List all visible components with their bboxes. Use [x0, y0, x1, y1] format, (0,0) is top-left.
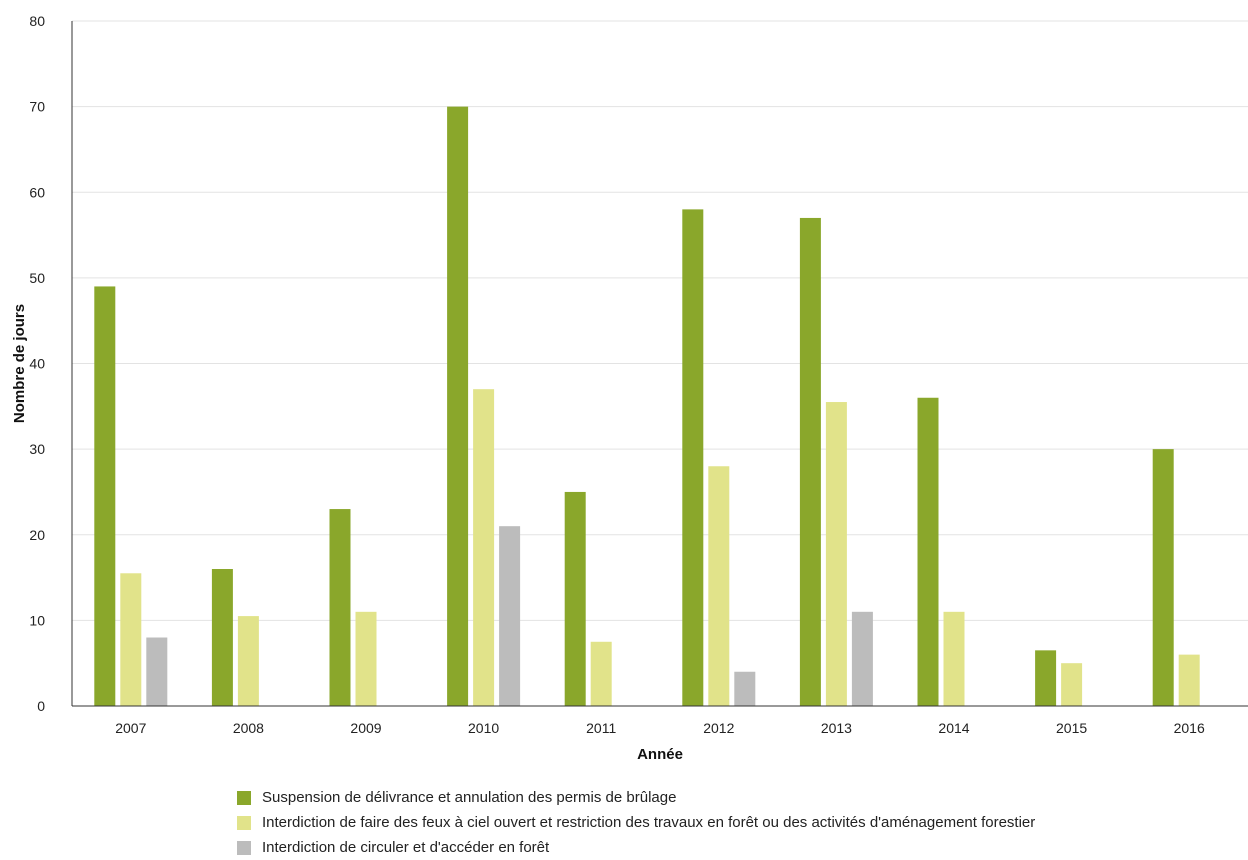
y-tick-label: 70 [29, 99, 45, 115]
bar [499, 526, 521, 706]
legend-label-interdiction-circuler: Interdiction de circuler et d'accéder en… [262, 839, 550, 856]
y-tick-labels: 0 10 20 30 40 50 60 70 80 [29, 13, 45, 714]
legend: Suspension de délivrance et annulation d… [237, 785, 1035, 860]
bar [708, 466, 730, 706]
bar [799, 217, 821, 706]
bar [682, 209, 704, 706]
y-tick-label: 10 [29, 612, 45, 628]
x-tick-label: 2011 [586, 720, 616, 736]
bar [473, 389, 495, 706]
legend-label-suspension: Suspension de délivrance et annulation d… [262, 789, 677, 806]
bar [1061, 663, 1083, 706]
y-tick-label: 80 [29, 13, 45, 29]
bar [237, 616, 259, 706]
x-tick-label: 2008 [233, 720, 264, 736]
x-tick-label: 2014 [938, 720, 969, 736]
legend-item-interdiction-circuler: Interdiction de circuler et d'accéder en… [237, 835, 1035, 860]
bar [917, 397, 939, 706]
y-tick-label: 20 [29, 527, 45, 543]
bar [943, 611, 965, 706]
bar [329, 509, 351, 706]
axes [71, 21, 1248, 707]
x-axis-title: Année [637, 746, 683, 763]
bar [94, 286, 116, 706]
bar [447, 106, 469, 706]
x-tick-label: 2013 [821, 720, 852, 736]
y-axis-title: Nombre de jours [11, 304, 28, 423]
x-tick-labels: 2007 2008 2009 2010 2011 2012 2013 2014 2015 2016 [115, 720, 1205, 736]
bar [851, 611, 873, 706]
bars [94, 106, 1200, 706]
bar [825, 402, 847, 706]
bar [1178, 654, 1200, 706]
y-tick-label: 30 [29, 441, 45, 457]
x-tick-label: 2010 [468, 720, 499, 736]
x-tick-label: 2009 [350, 720, 381, 736]
bar [211, 569, 233, 706]
x-tick-label: 2016 [1174, 720, 1205, 736]
legend-swatch-interdiction-circuler [237, 840, 251, 855]
legend-label-interdiction-feux: Interdiction de faire des feux à ciel ou… [262, 814, 1036, 831]
y-tick-label: 50 [29, 270, 45, 286]
gridlines [72, 20, 1248, 621]
bar [734, 671, 756, 706]
y-tick-label: 40 [29, 356, 45, 372]
legend-item-suspension: Suspension de délivrance et annulation d… [237, 785, 1035, 810]
bar [120, 573, 142, 706]
legend-swatch-interdiction-feux [237, 815, 251, 830]
legend-swatch-suspension [237, 790, 251, 805]
y-tick-label: 60 [29, 184, 45, 200]
x-tick-label: 2012 [703, 720, 734, 736]
x-tick-label: 2007 [115, 720, 146, 736]
bar [564, 491, 586, 706]
legend-item-interdiction-feux: Interdiction de faire des feux à ciel ou… [237, 810, 1035, 835]
bar [1035, 650, 1057, 706]
x-tick-label: 2015 [1056, 720, 1087, 736]
bar [590, 641, 612, 706]
y-tick-label: 0 [37, 698, 45, 714]
bar [146, 637, 168, 706]
bar [1152, 449, 1174, 706]
bar [355, 611, 377, 706]
